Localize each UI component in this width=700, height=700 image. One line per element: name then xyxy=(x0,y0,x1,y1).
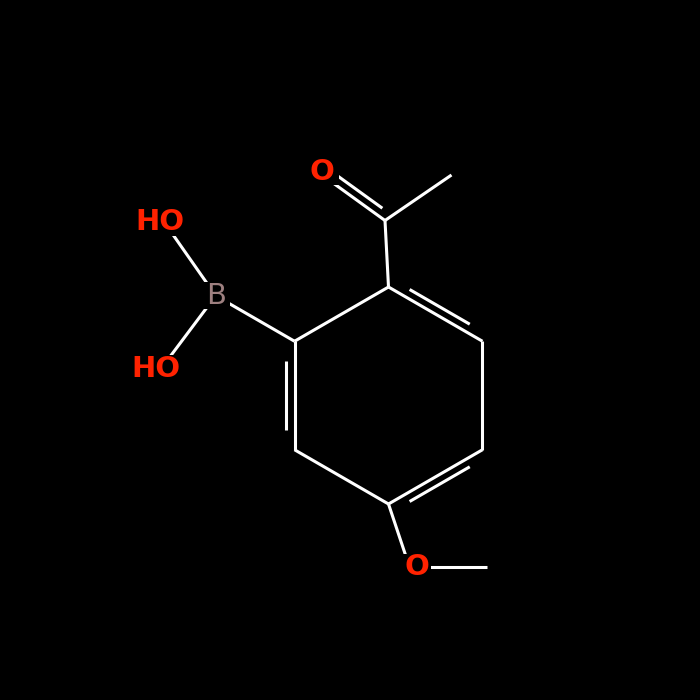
Bar xyxy=(202,283,230,309)
Text: O: O xyxy=(404,553,429,581)
Bar xyxy=(402,554,430,580)
Bar xyxy=(135,209,184,237)
Bar xyxy=(305,158,339,185)
Bar xyxy=(132,356,181,384)
Text: HO: HO xyxy=(135,209,184,237)
Text: O: O xyxy=(309,158,335,186)
Text: B: B xyxy=(206,282,225,310)
Text: HO: HO xyxy=(132,356,181,384)
